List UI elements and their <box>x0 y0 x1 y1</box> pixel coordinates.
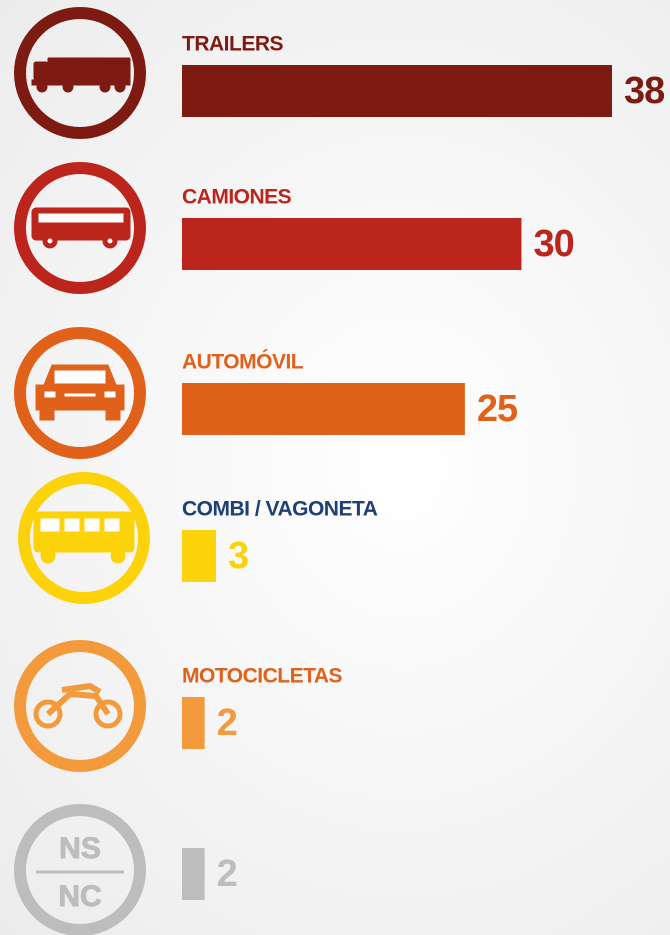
icon-ring <box>18 472 150 604</box>
category-label: COMBI / VAGONETA <box>182 498 378 521</box>
value-label: 2 <box>217 702 237 744</box>
bar <box>182 848 205 900</box>
bus-icon <box>31 207 131 249</box>
bar <box>182 65 612 117</box>
nsnc-icon: NS NC <box>36 831 124 913</box>
icon-ring <box>14 804 146 935</box>
value-label: 30 <box>533 223 573 265</box>
icon-ring <box>14 327 146 459</box>
bar <box>182 697 205 749</box>
truck-icon <box>31 57 131 93</box>
value-label: 25 <box>477 388 518 430</box>
value-label: 2 <box>217 853 237 895</box>
icon-ring <box>14 640 146 772</box>
value-label: 3 <box>228 535 248 577</box>
moto-icon <box>33 682 123 729</box>
van-icon <box>33 511 135 564</box>
bar <box>182 218 522 270</box>
icon-ring <box>14 7 146 139</box>
value-label: 38 <box>624 70 664 112</box>
category-label: TRAILERS <box>182 33 283 56</box>
icon-ring <box>14 162 146 294</box>
bar <box>182 383 465 435</box>
category-label: AUTOMÓVIL <box>182 350 304 374</box>
category-label: CAMIONES <box>182 186 292 209</box>
icon-label: NS <box>59 832 101 865</box>
category-label: MOTOCICLETAS <box>182 665 343 688</box>
bar <box>182 530 216 582</box>
car-icon <box>35 364 125 421</box>
icon-label: NC <box>58 880 101 913</box>
